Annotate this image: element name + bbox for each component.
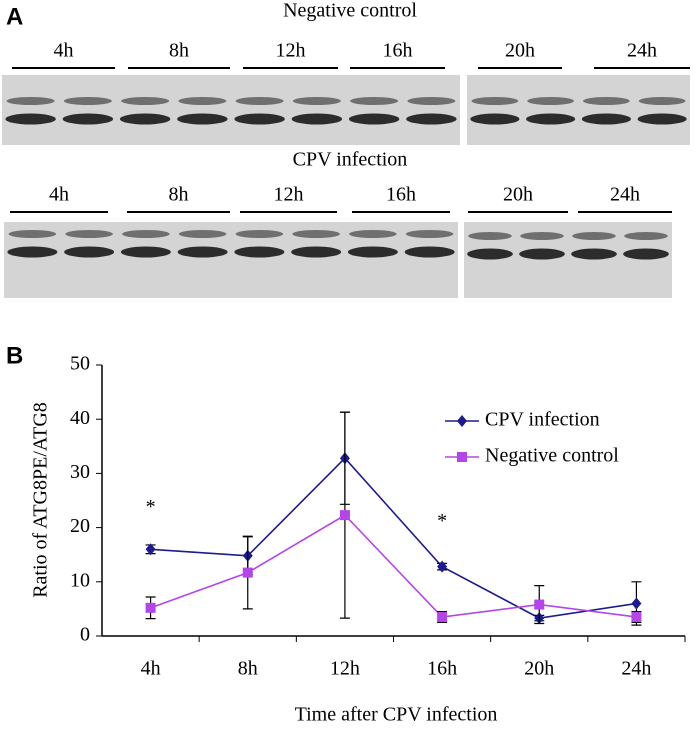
band: [526, 113, 576, 125]
blot: [2, 75, 460, 145]
band: [178, 97, 227, 105]
y-tick-label: 40: [70, 407, 90, 429]
band: [468, 232, 512, 240]
band: [527, 97, 575, 105]
band: [235, 230, 284, 238]
band: [404, 246, 455, 258]
band: [407, 97, 456, 105]
marker: [437, 612, 448, 623]
time-label: 24h: [627, 40, 657, 62]
band: [62, 113, 114, 125]
band: [121, 97, 170, 105]
band: [234, 246, 285, 258]
band: [5, 113, 56, 125]
time-label: 12h: [276, 40, 306, 62]
x-tick-label: 16h: [427, 658, 457, 680]
band: [6, 97, 55, 105]
band: [581, 113, 631, 125]
band: [467, 248, 513, 260]
y-tick-label: 30: [70, 461, 90, 483]
marker: [242, 567, 253, 578]
time-label: 12h: [274, 184, 304, 206]
band: [65, 230, 113, 238]
time-label: 4h: [49, 184, 69, 206]
series-line: [150, 514, 637, 618]
time-label: 20h: [503, 184, 533, 206]
band: [63, 97, 112, 105]
marker: [145, 543, 156, 556]
marker: [457, 452, 467, 462]
x-tick-label: 24h: [621, 658, 651, 680]
band: [177, 246, 228, 258]
band: [623, 248, 669, 260]
row-title: CPV infection: [293, 149, 408, 171]
x-tick-label: 8h: [238, 658, 258, 680]
panel-label: A: [6, 3, 23, 30]
marker: [339, 510, 350, 521]
band: [405, 230, 454, 238]
band: [8, 230, 57, 238]
band: [291, 113, 343, 125]
band: [292, 97, 341, 105]
marker: [437, 560, 448, 573]
band: [471, 97, 519, 105]
band: [582, 97, 630, 105]
x-axis-label: Time after CPV infection: [295, 704, 498, 726]
time-label: 24h: [610, 184, 640, 206]
y-axis-label: Ratio of ATG8PE/ATG8: [30, 402, 52, 598]
x-tick-label: 12h: [330, 658, 360, 680]
band: [637, 113, 687, 125]
band: [64, 246, 115, 258]
time-label: 16h: [383, 40, 413, 62]
band: [350, 97, 399, 105]
marker: [631, 612, 642, 623]
band: [572, 232, 616, 240]
band: [406, 113, 457, 125]
band: [571, 248, 617, 260]
band: [470, 113, 520, 125]
band: [7, 246, 58, 258]
band: [519, 248, 565, 260]
y-tick-label: 10: [70, 569, 90, 591]
series-line: [150, 457, 637, 619]
blot: [467, 75, 690, 145]
marker: [145, 602, 156, 613]
legend-label: CPV infection: [485, 409, 600, 431]
band: [178, 230, 227, 238]
y-tick-label: 50: [70, 353, 90, 375]
band: [638, 97, 686, 105]
legend-label: Negative control: [485, 445, 619, 467]
annotation: *: [437, 510, 447, 532]
band: [120, 246, 171, 258]
panel-label: B: [6, 342, 23, 369]
band: [119, 113, 171, 125]
band: [520, 232, 564, 240]
band: [347, 246, 398, 258]
annotation: *: [146, 496, 156, 518]
time-label: 4h: [54, 40, 74, 62]
time-label: 8h: [169, 184, 189, 206]
time-label: 16h: [386, 184, 416, 206]
time-label: 8h: [169, 40, 189, 62]
row-title: Negative control: [283, 0, 417, 22]
time-label: 20h: [505, 40, 535, 62]
band: [348, 113, 400, 125]
band: [122, 230, 170, 238]
band: [624, 232, 668, 240]
band: [349, 230, 397, 238]
x-tick-label: 20h: [524, 658, 554, 680]
band: [177, 113, 228, 125]
band: [292, 230, 340, 238]
y-tick-label: 20: [70, 515, 90, 537]
y-tick-label: 0: [80, 624, 90, 646]
x-tick-label: 4h: [141, 658, 161, 680]
marker: [534, 599, 545, 610]
band: [235, 97, 284, 105]
band: [234, 113, 285, 125]
band: [291, 246, 342, 258]
marker: [631, 597, 642, 610]
marker: [457, 415, 467, 427]
